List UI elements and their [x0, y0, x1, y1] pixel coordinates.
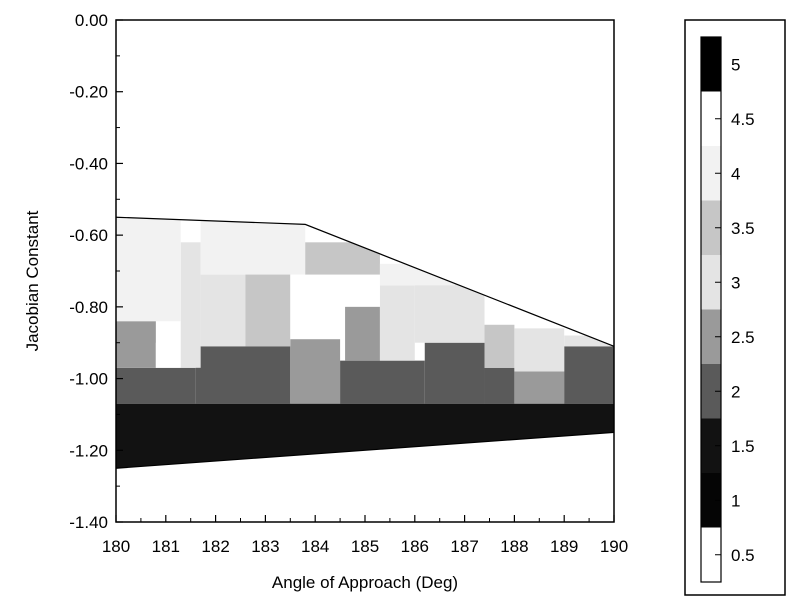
heatmap-cell [414, 278, 485, 343]
heatmap-cell [200, 274, 246, 347]
x-tick-label: 184 [301, 537, 329, 556]
y-tick-label: -1.40 [69, 513, 108, 532]
x-tick-label: 189 [550, 537, 578, 556]
colorbar-swatch [701, 473, 721, 528]
heatmap-cell [340, 360, 425, 404]
colorbar-swatch [701, 527, 721, 583]
heatmap-cell [116, 367, 196, 404]
y-tick-label: -0.80 [69, 298, 108, 317]
heatmap-cell [484, 324, 515, 368]
x-tick-label: 188 [500, 537, 528, 556]
colorbar-legend: 5 4.5 4 3.5 3 2.5 2 1.5 1 0.5 [684, 19, 786, 596]
heatmap-cell [379, 285, 415, 361]
colorbar-swatch [701, 309, 721, 365]
heatmap-cell [564, 346, 614, 404]
y-tick-label: -1.00 [69, 370, 108, 389]
x-axis-title: Angle of Approach (Deg) [272, 573, 458, 592]
upper-boundary-line [115, 216, 615, 347]
heatmap-cell [514, 328, 565, 372]
colorbar-swatch [701, 364, 721, 419]
y-axis: 0.00 -0.20 -0.40 -0.60 -0.80 -1.00 -1.20 -1.40 [69, 11, 123, 532]
lower-boundary-line [115, 431, 615, 469]
heatmap-cell [116, 403, 614, 469]
x-tick-label: 185 [351, 537, 379, 556]
heatmap-cell [290, 274, 346, 340]
colorbar-swatch [701, 37, 721, 92]
x-tick-label: 186 [401, 537, 429, 556]
heatmap-cell [155, 342, 181, 368]
y-tick-label: -0.60 [69, 226, 108, 245]
colorbar-label: 2.5 [731, 328, 755, 347]
y-tick-label: -1.20 [69, 441, 108, 460]
heatmap-cell [180, 242, 201, 368]
colorbar-swatch [701, 200, 721, 256]
heatmap-cell [484, 367, 515, 404]
colorbar-label: 5 [731, 55, 740, 74]
colorbar-swatch [701, 255, 721, 310]
heatmap-cell [290, 339, 341, 404]
domain-boundary [115, 216, 615, 469]
heatmap-cell [116, 217, 181, 322]
heatmap-cells [116, 217, 614, 469]
heatmap-cell [305, 242, 380, 275]
x-axis: 180 181 182 183 184 185 186 187 188 189 190 [102, 515, 628, 556]
x-tick-label: 182 [201, 537, 229, 556]
colorbar-label: 4 [731, 164, 740, 183]
colorbar-outline [700, 36, 722, 583]
y-tick-label: 0.00 [75, 11, 108, 30]
colorbar-swatch [701, 418, 721, 474]
colorbar-label: 3.5 [731, 219, 755, 238]
x-tick-label: 180 [102, 537, 130, 556]
y-tick-label: -0.20 [69, 83, 108, 102]
heatmap-cell [195, 346, 291, 404]
y-tick-label: -0.40 [69, 154, 108, 173]
heatmap-cell [424, 342, 485, 404]
heatmap-cell [379, 263, 455, 286]
x-tick-label: 183 [251, 537, 279, 556]
colorbar-label: 3 [731, 273, 740, 292]
heatmap-cell [564, 335, 614, 347]
heatmap-cell [514, 371, 565, 404]
colorbar-label: 0.5 [731, 546, 755, 565]
heatmap-cell [200, 217, 306, 275]
colorbar-label: 4.5 [731, 110, 755, 129]
x-tick-label: 190 [600, 537, 628, 556]
y-axis-title: Jacobian Constant [23, 210, 42, 351]
heatmap-cell [116, 321, 156, 368]
colorbar-label: 2 [731, 382, 740, 401]
x-tick-label: 187 [450, 537, 478, 556]
colorbar-swatch [701, 91, 721, 147]
colorbar-swatch [701, 146, 721, 201]
x-tick-label: 181 [152, 537, 180, 556]
colorbar-label: 1.5 [731, 437, 755, 456]
heatmap-cell [345, 306, 380, 361]
colorbar-label: 1 [731, 491, 740, 510]
